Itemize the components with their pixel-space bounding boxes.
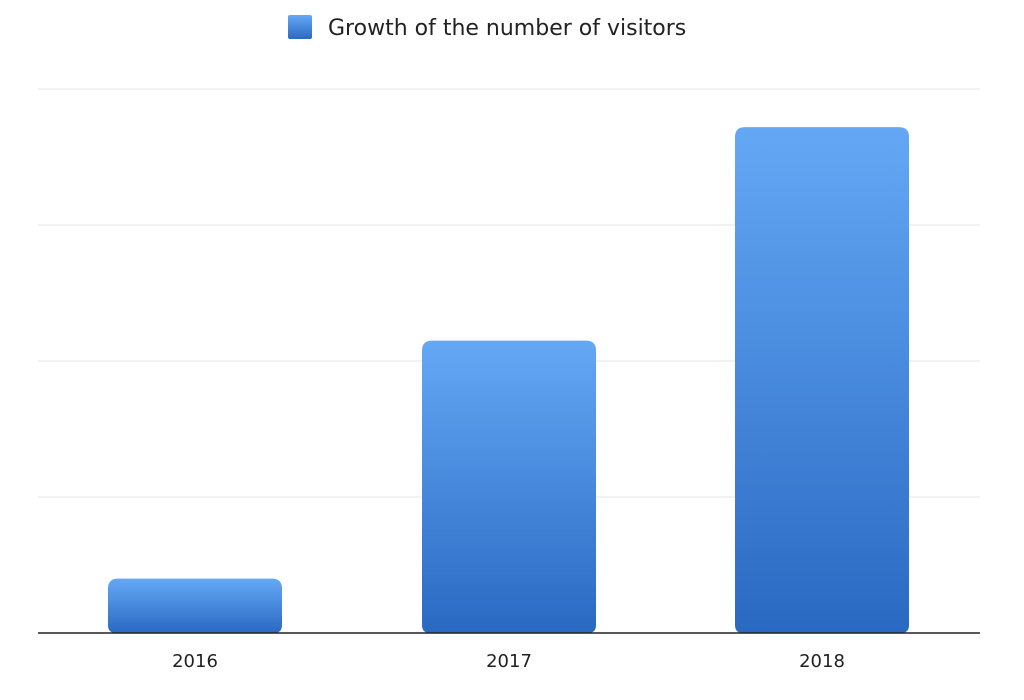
x-tick-label: 2016 bbox=[172, 651, 218, 672]
bars bbox=[108, 127, 909, 633]
legend-swatch bbox=[288, 15, 312, 39]
bar-2017 bbox=[422, 340, 596, 633]
legend: Growth of the number of visitors bbox=[288, 15, 686, 41]
bar-2018 bbox=[735, 127, 909, 633]
x-tick-label: 2018 bbox=[799, 651, 845, 672]
bar-2016 bbox=[108, 578, 282, 633]
x-tick-label: 2017 bbox=[486, 651, 532, 672]
x-tick-labels: 2016 2017 2018 bbox=[172, 651, 845, 672]
legend-label: Growth of the number of visitors bbox=[328, 16, 686, 41]
